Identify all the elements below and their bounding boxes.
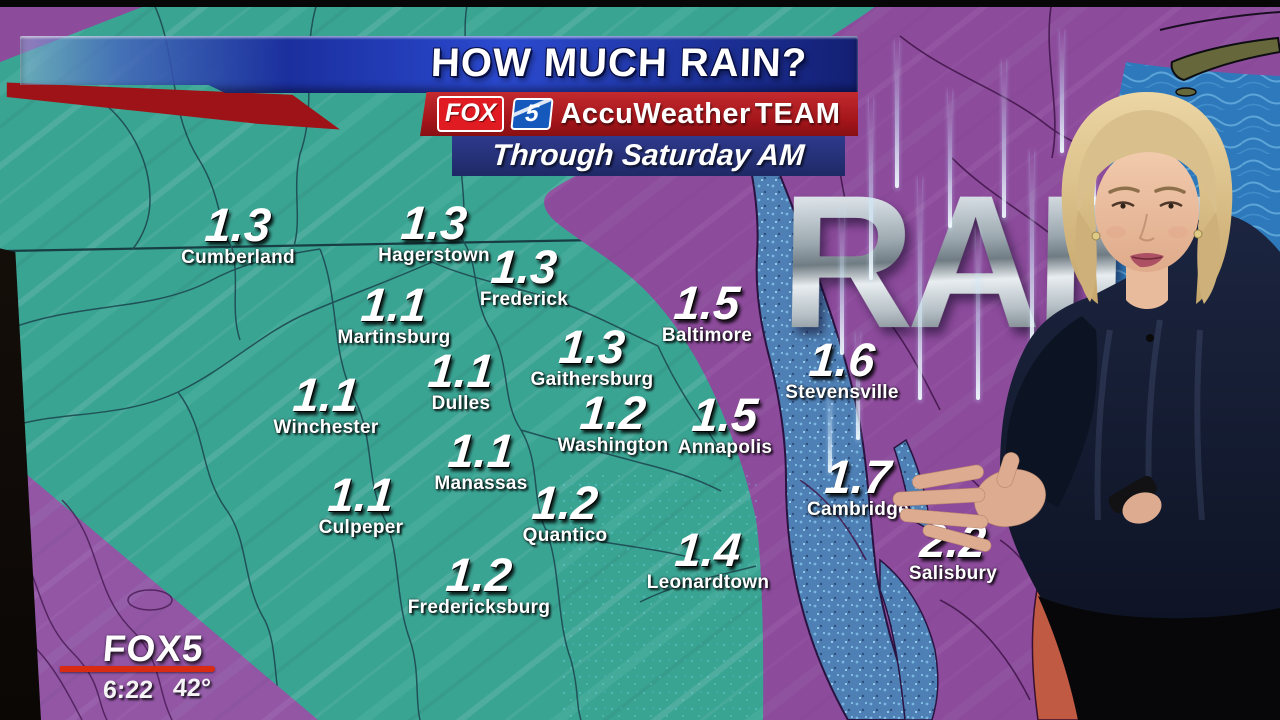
station-label-gaithersburg: 1.3 Gaithersburg	[530, 320, 654, 391]
station-label-dulles: 1.1 Dulles	[426, 344, 496, 415]
station-city: Cumberland	[181, 247, 295, 268]
station-label-baltimore: 1.5 Baltimore	[661, 276, 753, 347]
accuweather-label: AccuWeather	[560, 97, 751, 130]
presenter-earring	[1091, 231, 1101, 241]
top-letterbox-bar	[0, 0, 1280, 7]
map-long-island	[1170, 36, 1280, 82]
station-label-cambridge: 1.7 Cambridge	[807, 450, 909, 521]
station-city: Stevensville	[785, 382, 899, 403]
station-label-hagerstown: 1.3 Hagerstown	[378, 196, 490, 267]
rain-streak	[869, 95, 873, 280]
station-city: Frederick	[479, 289, 569, 310]
station-label-culpeper: 1.1 Culpeper	[318, 468, 404, 539]
station-city: Manassas	[434, 473, 528, 494]
station-label-manassas: 1.1 Manassas	[434, 424, 528, 495]
rain-streak	[1030, 148, 1034, 343]
presenter-skirt	[1038, 596, 1280, 720]
rain-streak	[840, 205, 844, 355]
presenter-hand	[892, 452, 1046, 552]
station-city: Culpeper	[318, 517, 404, 538]
station-city: Quantico	[522, 525, 608, 546]
station-city: Martinsburg	[337, 327, 451, 348]
station-label-frederick: 1.3 Frederick	[479, 240, 569, 311]
rain-streak	[895, 38, 899, 188]
team-label: TEAM	[754, 97, 841, 130]
station-label-winchester: 1.1 Winchester	[273, 368, 379, 439]
station-label-washington: 1.2 Washington	[557, 386, 669, 457]
rain-streak	[1002, 58, 1006, 218]
station-label-salisbury: 2.2Salisbury	[908, 514, 998, 585]
timeframe-banner: Through Saturday AM	[452, 136, 845, 176]
rain-streak	[948, 88, 952, 228]
station-label-leonardtown: 1.4 Leonardtown	[646, 523, 770, 594]
map-river-east	[879, 558, 939, 720]
headline-banner: HOW MUCH RAIN?	[20, 36, 858, 93]
station-city: Dulles	[431, 393, 491, 414]
presenter-mic	[1146, 334, 1154, 342]
station-city: Gaithersburg	[530, 369, 654, 390]
station-city: Baltimore	[661, 325, 753, 346]
presenter-brows	[1108, 186, 1186, 194]
map-rain-speckle-south	[560, 470, 763, 720]
rain-streak	[856, 330, 860, 440]
station-city: Salisbury	[908, 563, 998, 584]
presenter-face	[1095, 148, 1199, 272]
presenter-arm	[1006, 316, 1098, 508]
station-city: Fredericksburg	[407, 597, 551, 618]
accuweather-banner: FOX 5 AccuWeather TEAM	[420, 92, 858, 136]
station-city: Hagerstown	[378, 245, 490, 266]
station-label-martinsburg: 1.1 Martinsburg	[337, 278, 451, 349]
presenter-lips	[1130, 253, 1164, 268]
station-city: Washington	[557, 435, 669, 456]
station-city: Leonardtown	[646, 572, 770, 593]
rain-streak	[828, 388, 832, 473]
station-label-fredericksburg: 1.2 Fredericksburg	[407, 548, 551, 619]
rain-streak	[976, 225, 980, 400]
station-city: Cambridge	[807, 499, 909, 520]
station-bug: FOX5 6:22 42°	[60, 626, 330, 716]
fox-logo: FOX	[437, 96, 505, 132]
station-city: Annapolis	[677, 437, 773, 458]
station-label-stevensville: 1.6 Stevensville	[785, 333, 899, 404]
presenter-eyes	[1111, 201, 1183, 208]
station-label-cumberland: 1.3 Cumberland	[181, 198, 295, 269]
rain-streak	[1060, 28, 1064, 153]
bug-red-underline	[60, 666, 215, 672]
presenter-earring	[1193, 229, 1203, 239]
rain-streak	[918, 175, 922, 400]
station-label-annapolis: 1.5 Annapolis	[677, 388, 773, 459]
station-label-quantico: 1.2 Quantico	[522, 476, 608, 547]
presenter-remote-hand	[1108, 475, 1162, 524]
station-city: Winchester	[273, 417, 379, 438]
map-county-borders	[5, 0, 757, 720]
